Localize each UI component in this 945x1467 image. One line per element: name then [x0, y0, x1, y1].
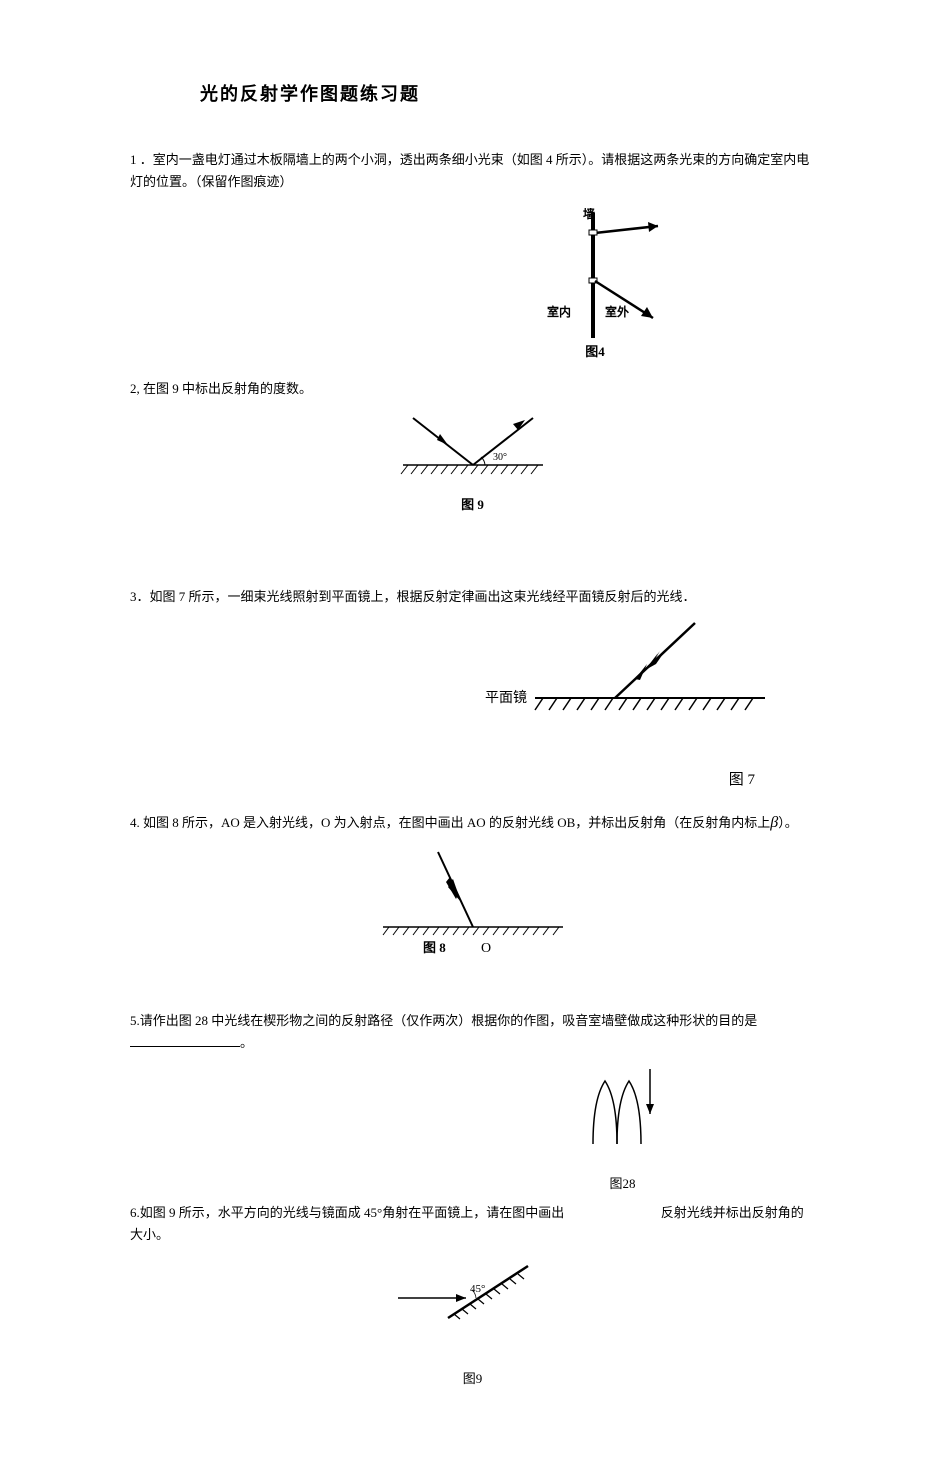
q4-text-a: 4. 如图 8 所示，AO 是入射光线，O 为入射点，在图中画出 AO 的反射光…	[130, 815, 770, 830]
question-5: 5.请作出图 28 中光线在楔形物之间的反射路径（仅作两次）根据你的作图，吸音室…	[130, 997, 815, 1064]
page-title: 光的反射学作图题练习题	[200, 80, 815, 106]
spacer	[130, 533, 815, 573]
fig8-caption: 图 8	[423, 940, 446, 955]
q4-text-b: ）。	[778, 815, 798, 830]
q1-text: 1 ．室内一盏电灯通过木板隔墙上的两个小洞，透出两条细小光束（如图 4 所示）。…	[130, 149, 815, 193]
q2-figure: 30° 图 9	[130, 410, 815, 513]
q5-text: 5.请作出图 28 中光线在楔形物之间的反射路径（仅作两次）根据你的作图，吸音室…	[130, 1010, 815, 1054]
mirror-label: 平面镜	[485, 690, 527, 706]
fig4-caption: 图4	[585, 344, 605, 358]
q2-text: 2, 在图 9 中标出反射角的度数。	[130, 378, 815, 400]
wall-diagram: 墙 室内 室外 图4	[523, 208, 683, 358]
fig28-caption: 图28	[578, 1173, 668, 1192]
q6-text: 6.如图 9 所示，水平方向的光线与镜面成 45°角射在平面镜上，请在图中画出 …	[130, 1202, 815, 1246]
q4-text: 4. 如图 8 所示，AO 是入射光线，O 为入射点，在图中画出 AO 的反射光…	[130, 809, 815, 836]
outside-label: 室外	[605, 304, 629, 319]
q6-figure: 45° 图9	[130, 1256, 815, 1387]
angle-45-label: 45°	[470, 1283, 485, 1295]
fig9b-caption: 图9	[388, 1368, 558, 1387]
q5-text-a: 5.请作出图 28 中光线在楔形物之间的反射路径（仅作两次）根据你的作图，吸音室…	[130, 1013, 757, 1028]
reflection-30-diagram: 30°	[373, 410, 573, 490]
inside-label: 室内	[546, 304, 570, 319]
spacer-2	[130, 977, 815, 997]
q5-figure: 图28	[430, 1069, 815, 1192]
q3-text: 3．如图 7 所示，一细束光线照射到平面镜上，根据反射定律画出这束光线经平面镜反…	[130, 586, 815, 608]
question-1: 1 ．室内一盏电灯通过木板隔墙上的两个小洞，透出两条细小光束（如图 4 所示）。…	[130, 136, 815, 203]
q1-figure: 墙 室内 室外 图4	[390, 208, 815, 358]
q3-figure: 平面镜 图 7	[130, 618, 775, 789]
worksheet-page: 光的反射学作图题练习题 1 ．室内一盏电灯通过木板隔墙上的两个小洞，透出两条细小…	[0, 0, 945, 1467]
angle-30-label: 30°	[493, 452, 507, 463]
q5-text-b: 。	[240, 1035, 253, 1050]
wedge-diagram	[578, 1069, 668, 1169]
ao-diagram: 图 8 O	[363, 847, 583, 957]
q4-figure: 图 8 O	[130, 847, 815, 957]
wall-label: 墙	[582, 208, 594, 221]
fig7-caption: 图 7	[465, 768, 755, 789]
point-o-label: O	[481, 941, 491, 956]
mirror-diagram: 平面镜	[465, 618, 775, 738]
q5-blank	[130, 1033, 240, 1047]
fig9-caption: 图 9	[373, 494, 573, 513]
mirror-45-diagram: 45°	[388, 1256, 558, 1346]
q6-text-a: 6.如图 9 所示，水平方向的光线与镜面成 45°角射在平面镜上，请在图中画出	[130, 1205, 564, 1220]
